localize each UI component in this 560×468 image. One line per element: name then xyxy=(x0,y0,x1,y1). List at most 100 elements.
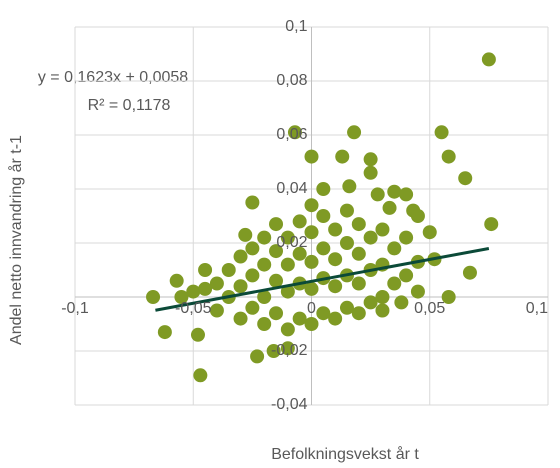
scatter-point xyxy=(169,273,184,288)
scatter-point xyxy=(363,152,378,167)
scatter-point xyxy=(342,179,357,194)
scatter-point xyxy=(335,149,350,164)
scatter-point xyxy=(363,295,378,310)
scatter-point xyxy=(233,249,248,264)
trendline-equation: y = 0,1623x + 0,0058 xyxy=(38,69,188,86)
scatter-point xyxy=(280,230,295,245)
scatter-point xyxy=(375,222,390,237)
scatter-point xyxy=(399,187,414,202)
scatter-point xyxy=(257,257,272,272)
scatter-point xyxy=(387,241,402,256)
x-tick-label: -0,05 xyxy=(175,300,212,317)
scatter-point xyxy=(422,225,437,240)
scatter-point xyxy=(304,225,319,240)
scatter-point xyxy=(387,184,402,199)
scatter-point xyxy=(198,281,213,296)
scatter-point xyxy=(146,290,161,304)
scatter-point xyxy=(186,284,201,299)
scatter-point xyxy=(339,236,354,250)
scatter-point xyxy=(257,317,272,331)
scatter-point xyxy=(245,241,260,256)
scatter-point xyxy=(399,268,414,283)
scatter-point xyxy=(375,290,390,304)
scatter-point xyxy=(250,349,265,364)
scatter-point xyxy=(269,217,284,232)
scatter-point xyxy=(339,203,354,218)
scatter-point xyxy=(410,284,425,299)
scatter-point xyxy=(287,125,302,140)
scatter-point xyxy=(434,125,449,140)
scatter-point xyxy=(280,284,295,299)
y-tick-label: 0,1 xyxy=(285,18,307,35)
scatter-point xyxy=(399,230,414,245)
scatter-point xyxy=(462,265,477,280)
scatter-point xyxy=(280,341,295,356)
scatter-point xyxy=(280,257,295,272)
scatter-point xyxy=(257,290,272,304)
scatter-point xyxy=(304,317,319,331)
scatter-point xyxy=(410,209,425,223)
scatter-point xyxy=(351,217,366,232)
scatter-point xyxy=(347,125,362,140)
scatter-point xyxy=(316,209,331,223)
scatter-point xyxy=(363,165,378,180)
trendline xyxy=(155,246,490,312)
scatter-point xyxy=(316,182,331,196)
scatter-point xyxy=(304,149,319,164)
scatter-point xyxy=(316,241,331,256)
scatter-point xyxy=(394,295,409,310)
scatter-point xyxy=(198,263,213,277)
scatter-point xyxy=(193,368,208,383)
scatter-point xyxy=(292,311,307,326)
scatter-point xyxy=(458,171,473,186)
x-tick-label: 0,1 xyxy=(526,300,548,317)
y-tick-label: 0,04 xyxy=(276,180,307,197)
y-tick-label: 0,02 xyxy=(276,234,307,251)
scatter-point xyxy=(221,263,236,277)
scatter-point xyxy=(209,276,224,291)
y-axis-title: Andel netto innvandring år t-1 xyxy=(7,135,25,345)
scatter-point xyxy=(481,52,496,67)
scatter-point xyxy=(266,344,281,358)
scatter-point xyxy=(328,222,343,237)
x-tick-label: -0,1 xyxy=(61,300,89,317)
scatter-point xyxy=(257,230,272,245)
scatter-point xyxy=(245,268,260,283)
scatter-point xyxy=(233,311,248,326)
y-tick-label: 0,06 xyxy=(276,126,307,143)
scatter-point xyxy=(363,230,378,245)
scatter-point xyxy=(441,149,456,164)
scatter-point xyxy=(280,322,295,337)
scatter-point xyxy=(328,252,343,267)
scatter-point xyxy=(382,200,397,215)
scatter-point xyxy=(304,281,319,296)
scatter-point xyxy=(209,303,224,318)
scatter-point xyxy=(174,290,189,304)
scatter-point xyxy=(245,300,260,315)
scatter-point xyxy=(269,244,284,259)
scatter-point xyxy=(370,187,385,202)
scatter-point xyxy=(375,303,390,318)
scatter-point xyxy=(190,327,205,342)
scatter-point xyxy=(316,306,331,321)
scatter-point xyxy=(339,300,354,315)
scatter-point xyxy=(292,214,307,229)
plot-area xyxy=(74,26,549,406)
scatter-point xyxy=(157,325,172,340)
y-tick-label: -0,04 xyxy=(271,396,308,413)
scatter-point xyxy=(387,276,402,291)
y-tick-label: -0,02 xyxy=(271,342,308,359)
scatter-point xyxy=(328,279,343,294)
y-tick-label: 0,08 xyxy=(276,72,307,89)
scatter-point xyxy=(292,246,307,261)
trendline-r2: R² = 0,1178 xyxy=(88,97,171,114)
scatter-point xyxy=(245,195,260,210)
scatter-point xyxy=(304,198,319,213)
scatter-point xyxy=(304,254,319,269)
scatter-point xyxy=(233,279,248,294)
scatter-point xyxy=(441,290,456,304)
scatter-point xyxy=(269,306,284,321)
x-axis-title: Befolkningsvekst år t xyxy=(271,445,419,463)
scatter-point xyxy=(269,273,284,288)
